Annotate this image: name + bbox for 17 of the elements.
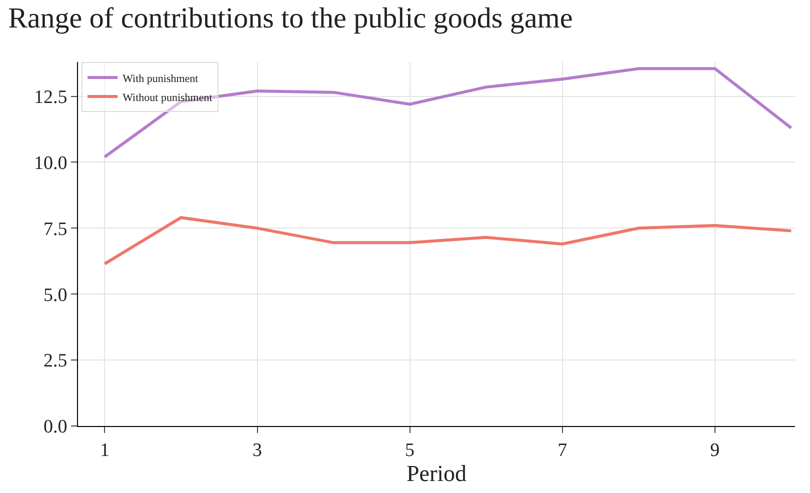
x-tick-label: 9 [710, 440, 720, 461]
y-tick-label: 7.5 [43, 218, 68, 240]
y-tick-label: 5.0 [43, 284, 68, 306]
line-series [103, 67, 793, 158]
line-series [103, 216, 793, 266]
x-tick-label: 7 [558, 440, 568, 461]
legend-label: With punishment [122, 72, 198, 85]
y-tick-label: 12.5 [34, 86, 68, 108]
y-tick-label: 2.5 [43, 350, 68, 372]
x-tick-label: 1 [100, 440, 110, 461]
chart-title: Range of contributions to the public goods game [8, 2, 573, 35]
legend-label: Without punishment [122, 92, 212, 104]
x-tick-label: 3 [252, 440, 262, 461]
y-tick-label: 0.0 [43, 416, 68, 438]
x-tick-label: 5 [405, 440, 415, 461]
y-tick-label: 10.0 [34, 152, 68, 174]
x-axis-title: Period [406, 460, 468, 486]
